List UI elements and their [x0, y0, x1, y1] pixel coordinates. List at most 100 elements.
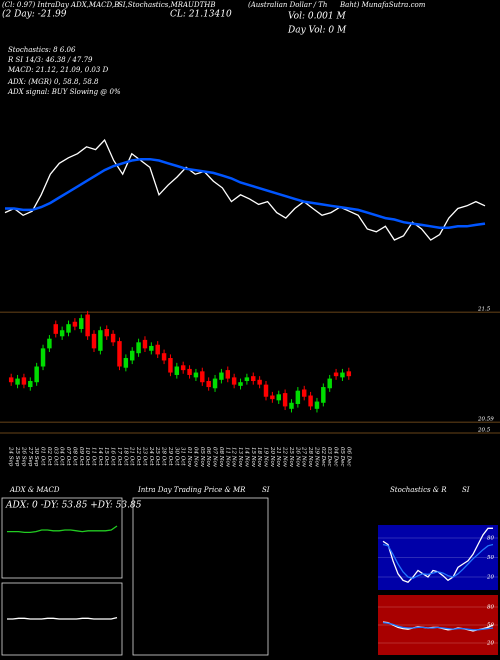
- x-tick-label: 09 Oct: [78, 447, 84, 466]
- candle-body: [104, 329, 109, 337]
- candle-body: [28, 381, 33, 388]
- x-tick-label: 12 Nov: [231, 447, 237, 468]
- header-text: (Australian Dollar / Th: [248, 1, 327, 9]
- candle-body: [225, 370, 231, 379]
- header-text: Baht) MunafaSutra.com: [339, 1, 426, 9]
- candle-body: [289, 402, 294, 409]
- series-line: [7, 616, 118, 620]
- panel-border: [1, 582, 123, 656]
- y-tick-label: 20.5: [477, 428, 491, 434]
- y-tick-label: 50: [487, 555, 494, 561]
- y-tick-label: 20: [486, 575, 494, 581]
- x-tick-label: 17 Oct: [116, 447, 122, 466]
- x-tick-label: 05 Nov: [199, 447, 205, 468]
- candle-body: [219, 372, 224, 380]
- x-tick-label: 11 Oct: [91, 447, 97, 466]
- x-tick-label: 10 Oct: [84, 447, 90, 466]
- candle-body: [129, 350, 135, 361]
- panel-subtitle: ADX: 0 -DY: 53.85 +DY: 53.85: [5, 501, 142, 511]
- x-tick-label: 21 Nov: [275, 446, 281, 468]
- x-tick-label: 27 Sep: [27, 446, 33, 467]
- x-tick-label: 18 Oct: [122, 447, 128, 466]
- candle-body: [193, 372, 199, 378]
- candle-body: [187, 368, 192, 375]
- x-tick-label: 24 Sep: [8, 446, 14, 467]
- candle-body: [66, 324, 71, 333]
- x-tick-label: 26 Nov: [294, 446, 300, 468]
- x-tick-label: 25 Oct: [154, 446, 160, 466]
- candle-body: [136, 342, 141, 354]
- candle-body: [21, 377, 27, 385]
- x-tick-label: 15 Oct: [103, 447, 109, 466]
- panel-title: Intra Day Trading Price & MR: [137, 486, 246, 494]
- candle-body: [251, 376, 256, 382]
- x-tick-label: 02 Dec: [320, 447, 326, 467]
- y-tick-label: 20.59: [477, 417, 494, 423]
- candle-body: [15, 378, 20, 385]
- candle-body: [149, 345, 154, 351]
- candle-body: [180, 365, 186, 371]
- x-tick-label: 26 Sep: [20, 446, 26, 467]
- x-tick-label: 01 Nov: [186, 447, 192, 468]
- panel-subtitle: SI: [262, 486, 270, 494]
- candle-body: [206, 381, 211, 388]
- candle-body: [34, 366, 39, 383]
- x-tick-label: 05 Dec: [339, 447, 345, 467]
- candle-body: [314, 401, 320, 409]
- candle-body: [98, 330, 103, 351]
- x-tick-label: 14 Oct: [97, 447, 103, 466]
- x-tick-label: 31 Oct: [180, 447, 186, 466]
- y-tick-label: 80: [487, 605, 494, 611]
- candle-body: [340, 372, 345, 378]
- x-tick-label: 13 Nov: [237, 447, 243, 468]
- x-tick-label: 29 Nov: [313, 446, 319, 468]
- candle-body: [282, 393, 288, 407]
- series-line: [382, 621, 494, 631]
- candle-body: [8, 377, 14, 383]
- x-tick-label: 15 Nov: [250, 447, 256, 468]
- x-tick-label: 04 Dec: [333, 447, 339, 467]
- x-tick-label: 28 Nov: [307, 446, 313, 468]
- candle-body: [123, 358, 129, 368]
- candle-body: [142, 339, 148, 349]
- x-tick-label: 04 Nov: [192, 447, 198, 468]
- candle-body: [244, 377, 250, 382]
- x-tick-label: 01 Oct: [40, 447, 46, 466]
- candle-body: [47, 338, 52, 349]
- candle-body: [79, 318, 84, 330]
- candle-body: [72, 321, 78, 327]
- x-tick-label: 18 Nov: [256, 447, 262, 468]
- info-text: ADX: (MGR) 0, 58.8, 58.8: [7, 78, 99, 86]
- candle-body: [53, 324, 59, 334]
- info-text: Stochastics: 8 6.06: [8, 46, 76, 54]
- candle-body: [117, 341, 122, 367]
- x-tick-label: 25 Nov: [288, 446, 294, 468]
- y-tick-label: 20: [486, 641, 494, 647]
- series-line: [4, 138, 486, 241]
- candle-body: [257, 379, 262, 385]
- header-text: Vol: 0.001 M: [288, 12, 346, 22]
- panel-border: [132, 497, 269, 656]
- x-tick-label: 02 Oct: [46, 447, 52, 466]
- x-tick-label: 30 Oct: [173, 447, 179, 466]
- x-tick-label: 25 Sep: [14, 446, 20, 467]
- x-tick-label: 08 Nov: [218, 447, 224, 468]
- panel-border: [1, 497, 123, 579]
- x-tick-label: 08 Oct: [71, 447, 77, 466]
- candle-body: [59, 330, 65, 337]
- candle-body: [301, 389, 307, 397]
- x-tick-label: 28 Oct: [161, 446, 167, 466]
- x-tick-label: 07 Oct: [65, 447, 71, 466]
- x-tick-label: 06 Nov: [205, 447, 211, 468]
- x-tick-label: 21 Oct: [129, 446, 135, 466]
- candle-body: [110, 333, 116, 343]
- x-tick-label: 03 Dec: [326, 447, 332, 467]
- x-tick-label: 06 Dec: [345, 447, 351, 467]
- series-line: [5, 157, 486, 229]
- candle-body: [263, 384, 269, 397]
- y-tick-label: 21.5: [477, 307, 491, 313]
- candle-body: [155, 344, 160, 355]
- candle-body: [333, 372, 339, 377]
